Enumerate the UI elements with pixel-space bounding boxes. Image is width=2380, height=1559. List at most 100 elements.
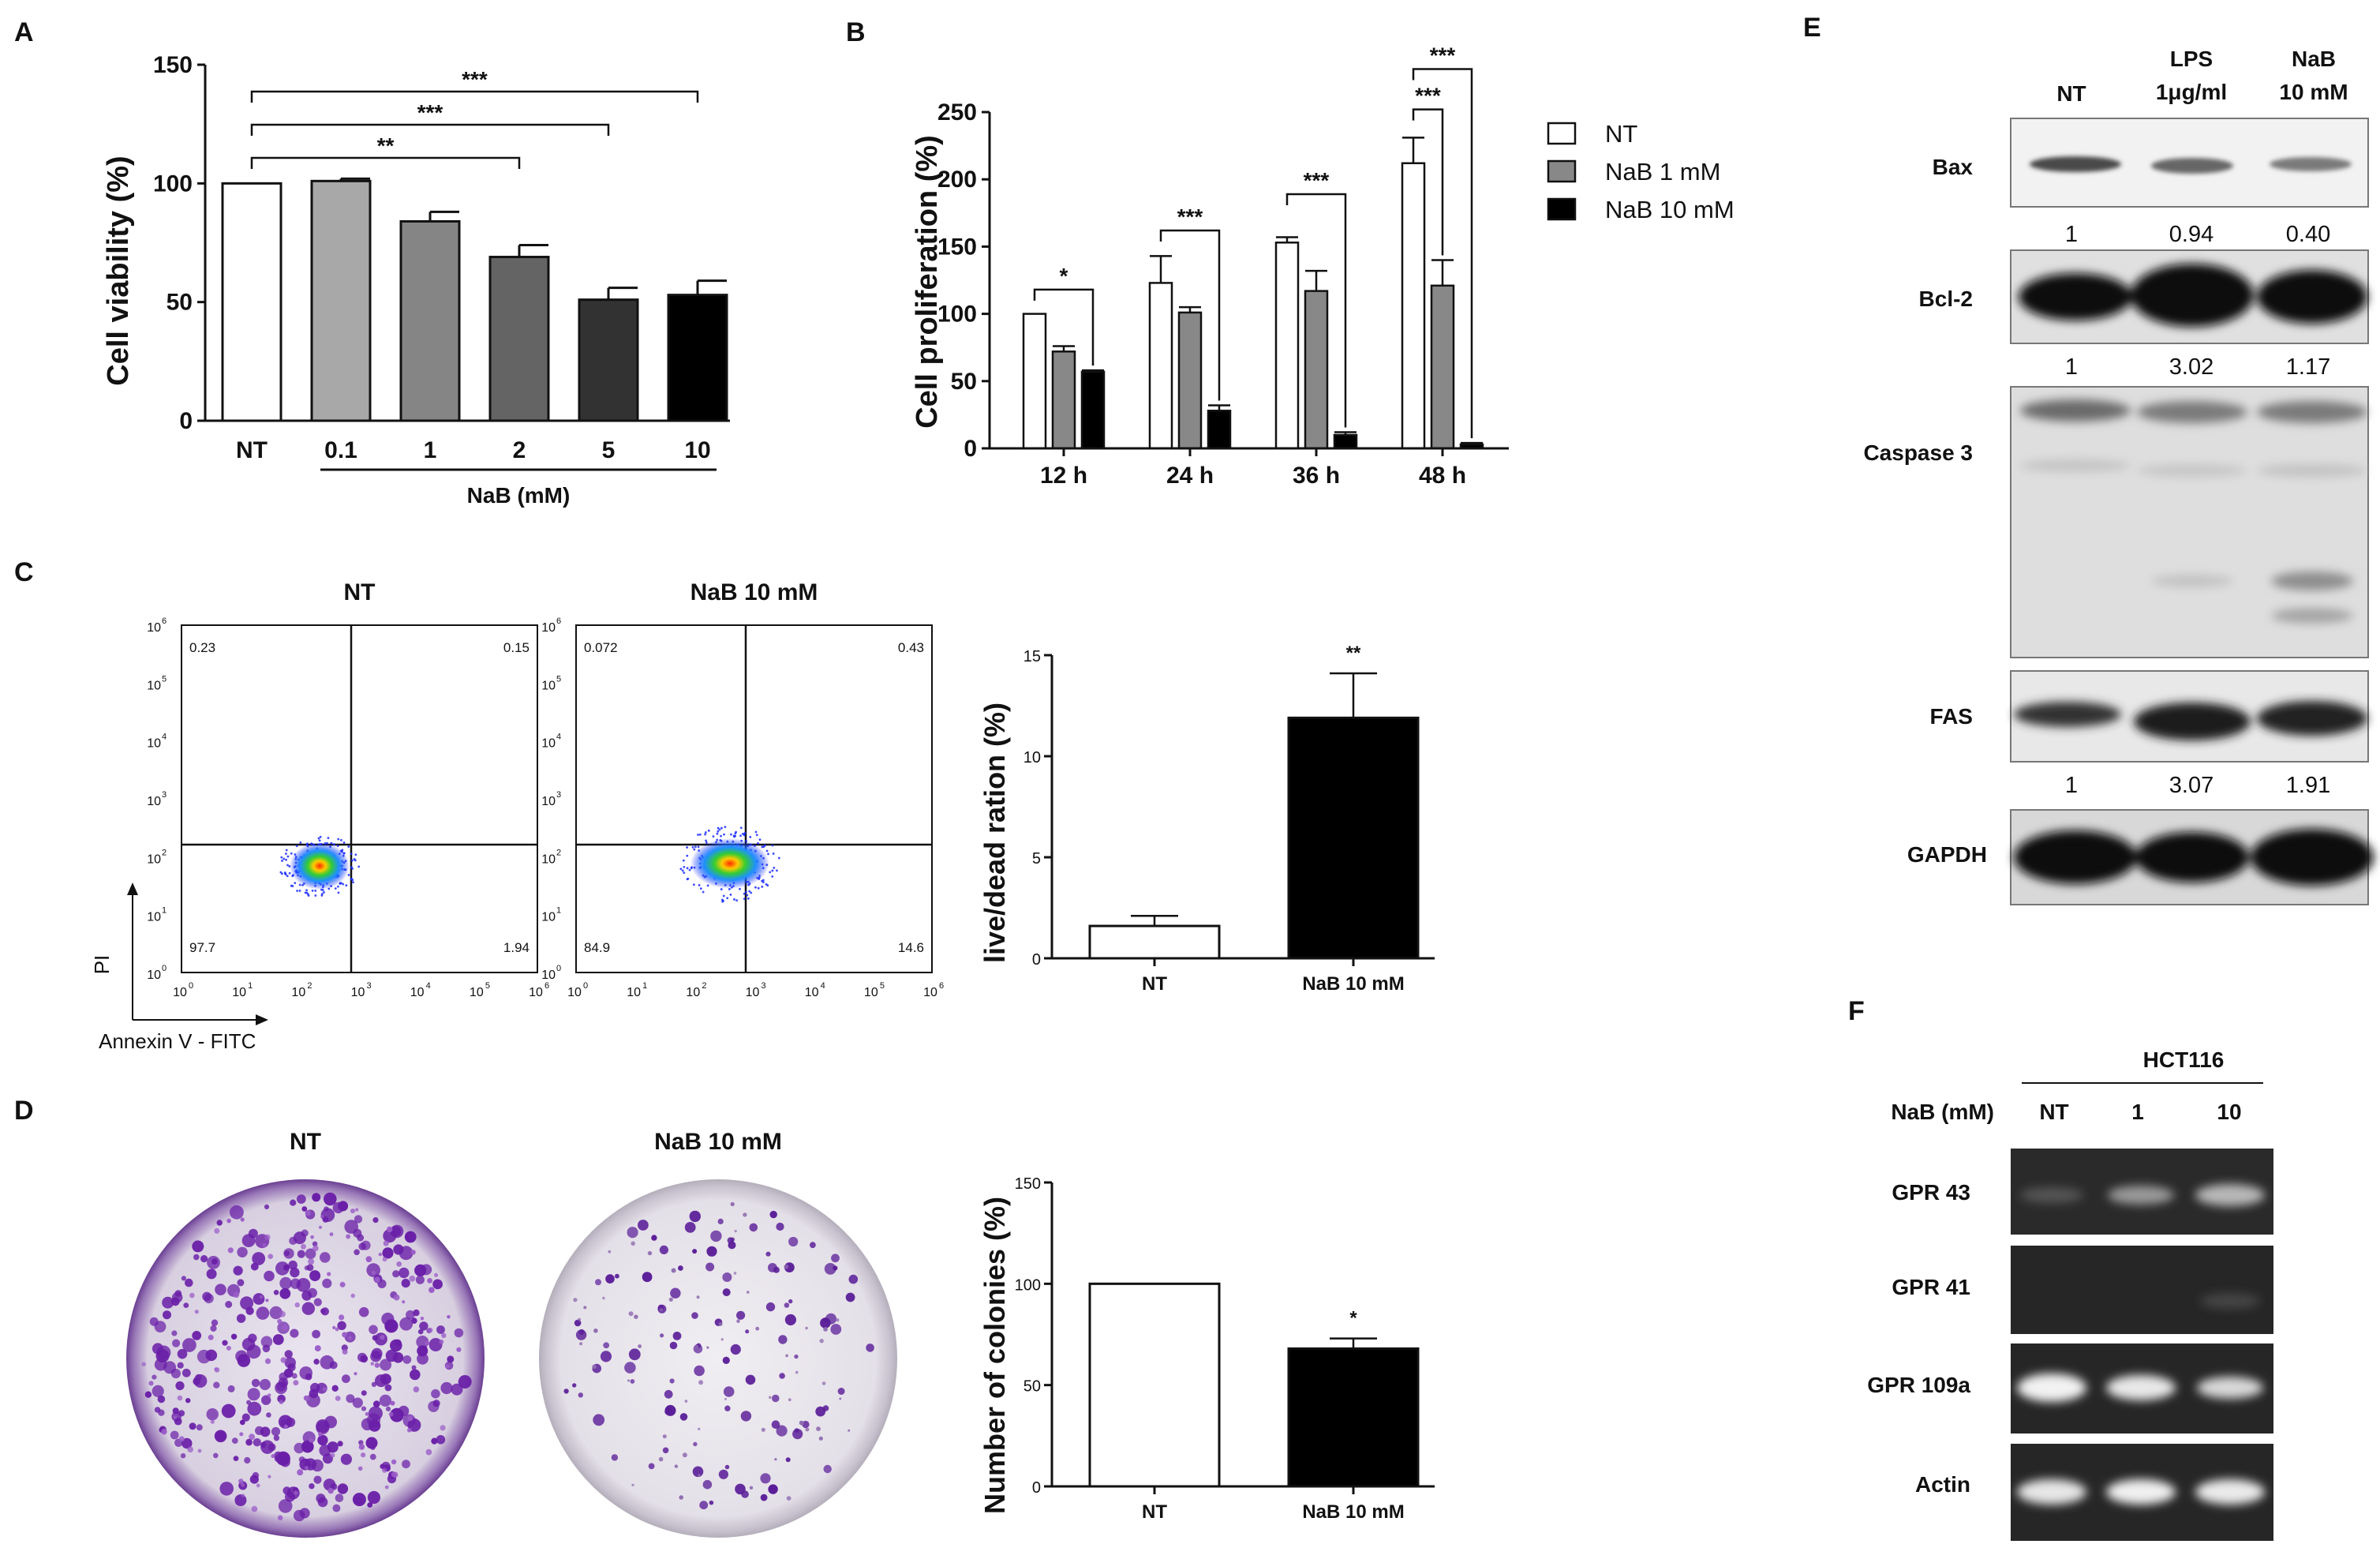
flow-ytick-label: 10: [541, 795, 556, 808]
chart-b: Cell proliferation (%) 0 50 100 150 200 250 1…: [911, 43, 1734, 489]
wb-label-caspase3: Caspase 3: [1863, 440, 1973, 465]
chart-b-sig-label: *: [1060, 264, 1068, 288]
chart-b-bar-NT-36h: [1274, 242, 1300, 450]
Cb-ytick-label: 10: [1023, 749, 1041, 766]
flow-ytick-exp: 5: [162, 674, 167, 684]
chart-a-xtick-label: 0.1: [324, 437, 357, 463]
flow-xtick-label: 10: [746, 986, 760, 999]
flow-ytick-label: 10: [541, 853, 556, 866]
wb-bands-bax: [2030, 156, 2352, 174]
flow-scatter-cloud: [679, 826, 780, 903]
Cb-xtick-label: NaB 10 mM: [1302, 973, 1404, 995]
flow-ytick-exp: 0: [162, 964, 167, 973]
chart-a-sig-bracket: ***: [250, 67, 699, 103]
chart-a-sig-label: **: [377, 133, 395, 158]
chart-a-xtick-label: 2: [513, 437, 526, 463]
flow-scatter-cloud: [279, 835, 361, 897]
chart-b-sig-label: ***: [1415, 84, 1441, 108]
flow-ytick-label: 10: [147, 911, 161, 924]
flow-density-core: [290, 842, 350, 890]
Db-ytick-label: 0: [1032, 1479, 1041, 1497]
chart-a-ylabel: Cell viability (%): [102, 156, 135, 385]
panel-letter-f: F: [1848, 996, 1865, 1026]
flow-xtick-exp: 3: [367, 981, 372, 991]
wb-bands-gapdh: [2014, 829, 2374, 886]
flow-ytick-exp: 0: [556, 964, 561, 973]
flow-ytick-exp: 2: [556, 848, 561, 857]
colony-plates: NT NaB 10 mM: [126, 1129, 897, 1538]
flow-y-arrowhead: [127, 883, 138, 895]
chart-a-sig-bracket: ***: [250, 100, 610, 136]
chart-b-sig-bracket: ***: [1159, 204, 1221, 401]
western-blot: NT LPS 1μg/ml NaB 10 mM Bax Bcl-2 Caspas…: [1863, 47, 2374, 905]
flow-xtick-exp: 0: [583, 981, 588, 991]
wb-bands-fas: [2014, 701, 2367, 740]
flow-ytick-label: 10: [541, 969, 556, 982]
chart-a-bar-NT: [221, 182, 283, 422]
chart-b-ytick-label: 150: [937, 234, 977, 260]
chart-b-bar-NaB-1-mM-48h: [1430, 284, 1455, 450]
Db-bar-nab: [1287, 1347, 1420, 1488]
chart-b-sig-label: ***: [1430, 43, 1456, 67]
pcr-label-gpr43: GPR 43: [1892, 1180, 1970, 1205]
chart-b-sig-bracket: *: [1033, 264, 1095, 366]
flow-quadrant-value: 0.072: [584, 640, 618, 655]
chart-a-bar-2: [488, 256, 550, 422]
flow-ytick-label: 10: [147, 679, 161, 692]
pcr-gel-gpr41: [2011, 1246, 2273, 1334]
Db-ytick-label: 50: [1023, 1378, 1041, 1396]
Cb-xtick-label: NT: [1142, 973, 1167, 995]
flow-ytick-exp: 3: [556, 790, 561, 800]
wb-bands-caspase3: [2020, 399, 2367, 624]
wb-quant-bax-lps: 0.94: [2169, 222, 2213, 247]
chart-a-ytick-label: 150: [153, 52, 193, 78]
pcr-label-gpr41: GPR 41: [1892, 1275, 1970, 1299]
flow-xtick-label: 10: [410, 986, 425, 999]
flow-ytick-exp: 6: [556, 616, 561, 626]
wb-quant-bax-nab: 0.40: [2286, 222, 2330, 247]
flow-plot-frame: [575, 624, 933, 973]
flow-xtick-label: 10: [291, 986, 305, 999]
panel-letter-d: D: [14, 1096, 34, 1126]
Db-bar-nt: [1088, 1282, 1221, 1488]
flow-xtick-exp: 5: [880, 981, 885, 991]
Cb-sig-label: **: [1346, 643, 1361, 664]
wb-lane-nt: NT: [2056, 81, 2086, 106]
flow-xtick-exp: 1: [248, 981, 253, 991]
chart-a-xtick-label: 5: [602, 437, 616, 463]
flow-ytick-label: 10: [541, 621, 556, 635]
chart-b-sig-bracket: ***: [1285, 168, 1347, 428]
chart-b-bar-NT-48h: [1401, 162, 1426, 450]
chart-a-sig-bracket: **: [250, 133, 521, 169]
Db-xtick-label: NT: [1142, 1501, 1167, 1523]
panel-letter-b: B: [846, 17, 866, 47]
panel-letter-c: C: [14, 557, 34, 587]
chart-b-bar-NaB-10-mM-24h: [1207, 410, 1232, 450]
colony-title-nab: NaB 10 mM: [654, 1129, 782, 1155]
wb-quant-fas-nt: 1: [2065, 773, 2078, 798]
chart-b-bar-NaB-1-mM-36h: [1304, 290, 1329, 450]
chart-a-ytick-label: 0: [179, 408, 193, 434]
flow-ytick-exp: 1: [162, 906, 167, 916]
flow-ytick-label: 10: [541, 679, 556, 692]
flow-ytick-label: 10: [147, 969, 161, 982]
flow-quadrant-value: 0.15: [503, 640, 530, 655]
flow-xtick-exp: 0: [189, 981, 193, 991]
flow-xtick-label: 10: [173, 986, 187, 999]
chart-b-xtick-label: 12 h: [1040, 463, 1087, 489]
panel-letter-e: E: [1803, 13, 1821, 43]
flow-ytick-exp: 1: [556, 906, 561, 916]
wb-bands-bcl2: [2019, 264, 2367, 327]
flow-xlabel: Annexin V - FITC: [99, 1029, 256, 1053]
chart-b-legend-item: NaB 1 mM: [1547, 158, 1720, 186]
flow-ytick-label: 10: [147, 621, 161, 635]
flow-xtick-label: 10: [923, 986, 937, 999]
Db-xtick-label: NaB 10 mM: [1302, 1501, 1404, 1523]
flow-xtick-label: 10: [567, 986, 582, 999]
chart-a-xtick-label: NT: [236, 437, 268, 463]
chart-b-bar-NT-12h: [1022, 313, 1047, 450]
flow-quadrant-value: 84.9: [584, 940, 610, 955]
flow-xtick-exp: 2: [702, 981, 706, 991]
panel-letter-a: A: [14, 17, 34, 47]
